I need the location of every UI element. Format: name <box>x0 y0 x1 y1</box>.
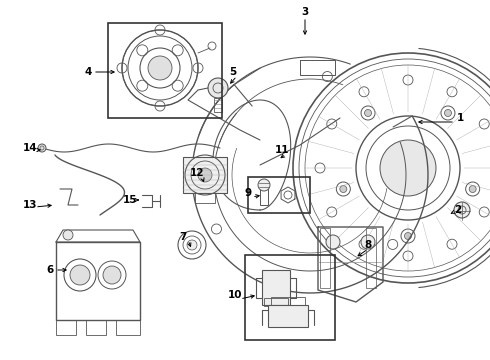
Text: 5: 5 <box>229 67 237 77</box>
Bar <box>245 255 335 340</box>
Bar <box>366 228 376 288</box>
Circle shape <box>208 78 228 98</box>
Text: 4: 4 <box>84 67 92 77</box>
Circle shape <box>258 179 270 191</box>
Bar <box>195 193 215 203</box>
Bar <box>320 228 330 288</box>
Text: 14: 14 <box>23 143 37 153</box>
Circle shape <box>405 233 412 239</box>
Text: 3: 3 <box>301 7 309 17</box>
Circle shape <box>198 168 212 182</box>
Text: 8: 8 <box>365 240 371 250</box>
Circle shape <box>187 240 197 250</box>
Bar <box>271 297 305 305</box>
Text: 13: 13 <box>23 200 37 210</box>
Bar <box>108 23 222 118</box>
Circle shape <box>444 109 451 117</box>
Text: 11: 11 <box>275 145 289 155</box>
Bar <box>56 320 76 335</box>
Text: 1: 1 <box>456 113 464 123</box>
Bar <box>86 320 106 335</box>
Bar <box>248 177 310 213</box>
Circle shape <box>103 266 121 284</box>
Circle shape <box>70 265 90 285</box>
Circle shape <box>326 235 340 249</box>
Bar <box>262 270 290 305</box>
Bar <box>264 298 288 306</box>
Text: 9: 9 <box>245 188 251 198</box>
Bar <box>260 185 268 205</box>
Text: 15: 15 <box>123 195 137 205</box>
Text: 2: 2 <box>454 205 462 215</box>
Text: 12: 12 <box>190 168 204 178</box>
Bar <box>214 98 222 112</box>
Circle shape <box>365 109 371 117</box>
Bar <box>116 320 140 335</box>
Circle shape <box>38 144 46 152</box>
Circle shape <box>361 235 375 249</box>
Circle shape <box>340 185 347 193</box>
Circle shape <box>469 185 476 193</box>
Circle shape <box>148 56 172 80</box>
Text: 6: 6 <box>47 265 53 275</box>
Text: 10: 10 <box>228 290 242 300</box>
Bar <box>268 305 308 327</box>
Text: 7: 7 <box>179 232 187 242</box>
Bar <box>183 157 227 193</box>
Circle shape <box>63 230 73 240</box>
Circle shape <box>380 140 436 196</box>
Circle shape <box>454 202 470 218</box>
